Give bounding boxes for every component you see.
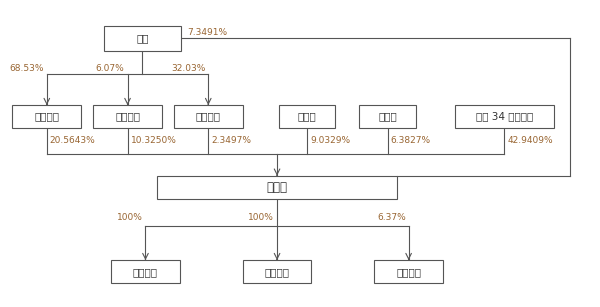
Text: 华懋天实: 华懋天实 xyxy=(265,267,290,277)
Text: 42.9409%: 42.9409% xyxy=(508,136,553,145)
Text: 32.03%: 32.03% xyxy=(171,64,205,73)
Text: 多宁生物: 多宁生物 xyxy=(396,267,421,277)
Text: 幂方系: 幂方系 xyxy=(379,112,397,122)
Text: 68.53%: 68.53% xyxy=(10,64,44,73)
Text: 100%: 100% xyxy=(248,213,274,223)
FancyBboxPatch shape xyxy=(359,105,416,128)
FancyBboxPatch shape xyxy=(13,105,81,128)
Text: 2.3497%: 2.3497% xyxy=(211,136,251,145)
Text: 7.3491%: 7.3491% xyxy=(187,28,227,37)
Text: 华泰君实: 华泰君实 xyxy=(34,112,59,122)
Text: 天广实: 天广实 xyxy=(266,181,287,194)
Text: 华泰天实: 华泰天实 xyxy=(115,112,140,122)
Text: 6.37%: 6.37% xyxy=(377,213,406,223)
FancyBboxPatch shape xyxy=(174,105,242,128)
Text: 6.3827%: 6.3827% xyxy=(391,136,431,145)
FancyBboxPatch shape xyxy=(104,26,181,51)
FancyBboxPatch shape xyxy=(278,105,335,128)
FancyBboxPatch shape xyxy=(242,260,311,283)
FancyBboxPatch shape xyxy=(374,260,443,283)
FancyBboxPatch shape xyxy=(455,105,554,128)
Text: 6.07%: 6.07% xyxy=(96,64,125,73)
FancyBboxPatch shape xyxy=(93,105,162,128)
Text: 10.3250%: 10.3250% xyxy=(131,136,176,145)
Text: 100%: 100% xyxy=(116,213,142,223)
Text: 安泰天实: 安泰天实 xyxy=(196,112,221,122)
Text: 其他 34 名投资者: 其他 34 名投资者 xyxy=(476,112,533,122)
Text: 高特佳: 高特佳 xyxy=(298,112,316,122)
Text: 9.0329%: 9.0329% xyxy=(310,136,350,145)
FancyBboxPatch shape xyxy=(157,176,397,199)
Text: 华放天实: 华放天实 xyxy=(133,267,158,277)
Text: 李锋: 李锋 xyxy=(136,33,149,43)
FancyBboxPatch shape xyxy=(111,260,180,283)
Text: 20.5643%: 20.5643% xyxy=(50,136,95,145)
